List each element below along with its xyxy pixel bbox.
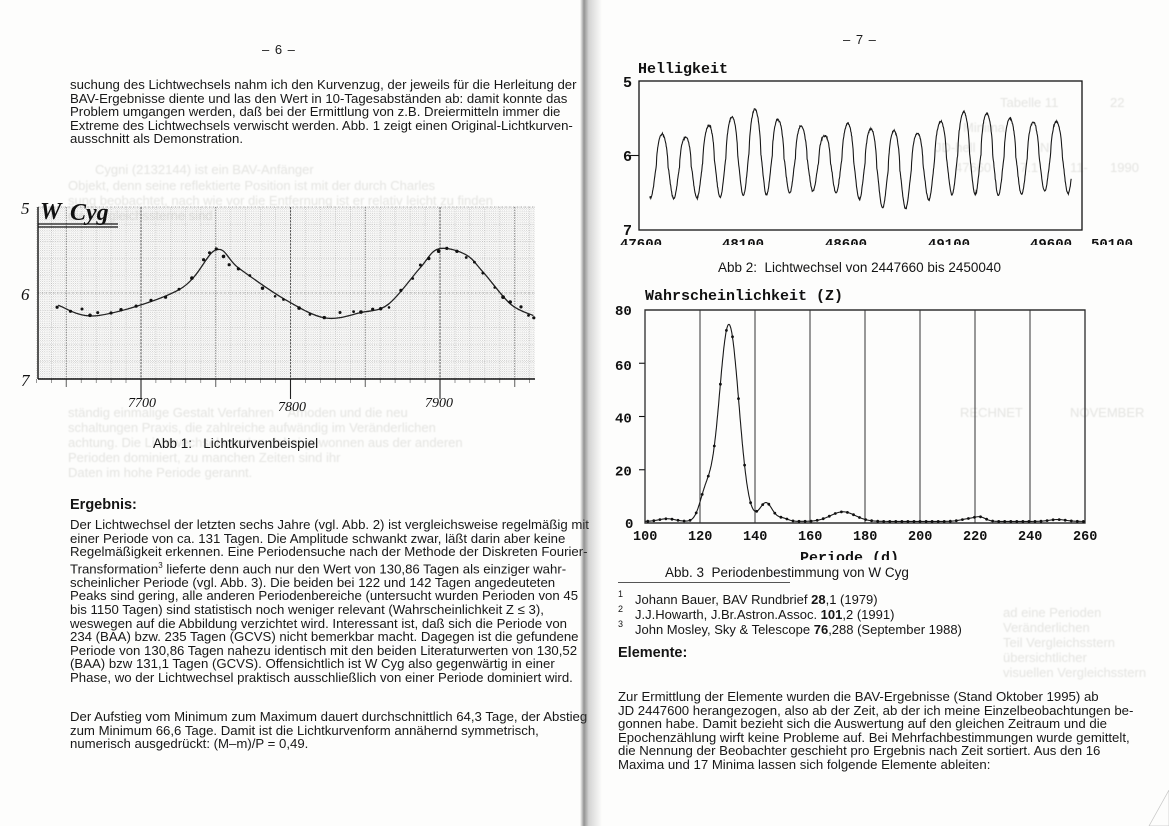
svg-text:60: 60: [615, 359, 632, 375]
svg-text:7800: 7800: [278, 400, 306, 415]
svg-text:Wahrscheinlichkeit (Z): Wahrscheinlichkeit (Z): [645, 288, 843, 305]
svg-text:7700: 7700: [128, 396, 156, 411]
svg-text:160: 160: [798, 530, 822, 545]
svg-text:7900: 7900: [425, 396, 453, 411]
svg-text:47600: 47600: [620, 237, 662, 245]
svg-text:240: 240: [1018, 530, 1042, 545]
svg-text:6: 6: [623, 149, 632, 166]
svg-text:Cyg: Cyg: [70, 200, 109, 226]
svg-text:180: 180: [853, 530, 877, 545]
svg-text:W: W: [40, 199, 63, 225]
svg-text:220: 220: [963, 530, 987, 545]
svg-text:Helligkeit: Helligkeit: [638, 61, 728, 78]
svg-text:7: 7: [21, 371, 31, 390]
svg-text:Periode (d): Periode (d): [800, 550, 899, 560]
svg-text:120: 120: [688, 530, 712, 545]
svg-text:5: 5: [623, 75, 632, 92]
svg-text:6: 6: [21, 285, 30, 304]
svg-text:100: 100: [633, 530, 657, 545]
svg-text:50100: 50100: [1091, 237, 1133, 245]
svg-text:40: 40: [615, 412, 632, 428]
svg-text:20: 20: [615, 464, 632, 480]
svg-text:5: 5: [21, 199, 30, 218]
svg-text:140: 140: [743, 530, 767, 545]
svg-text:48100: 48100: [722, 237, 764, 245]
svg-text:200: 200: [908, 530, 932, 545]
svg-text:49100: 49100: [928, 237, 970, 245]
svg-text:48600: 48600: [825, 237, 867, 245]
svg-text:80: 80: [615, 304, 632, 320]
svg-text:260: 260: [1073, 530, 1097, 545]
svg-text:49600: 49600: [1030, 237, 1072, 245]
